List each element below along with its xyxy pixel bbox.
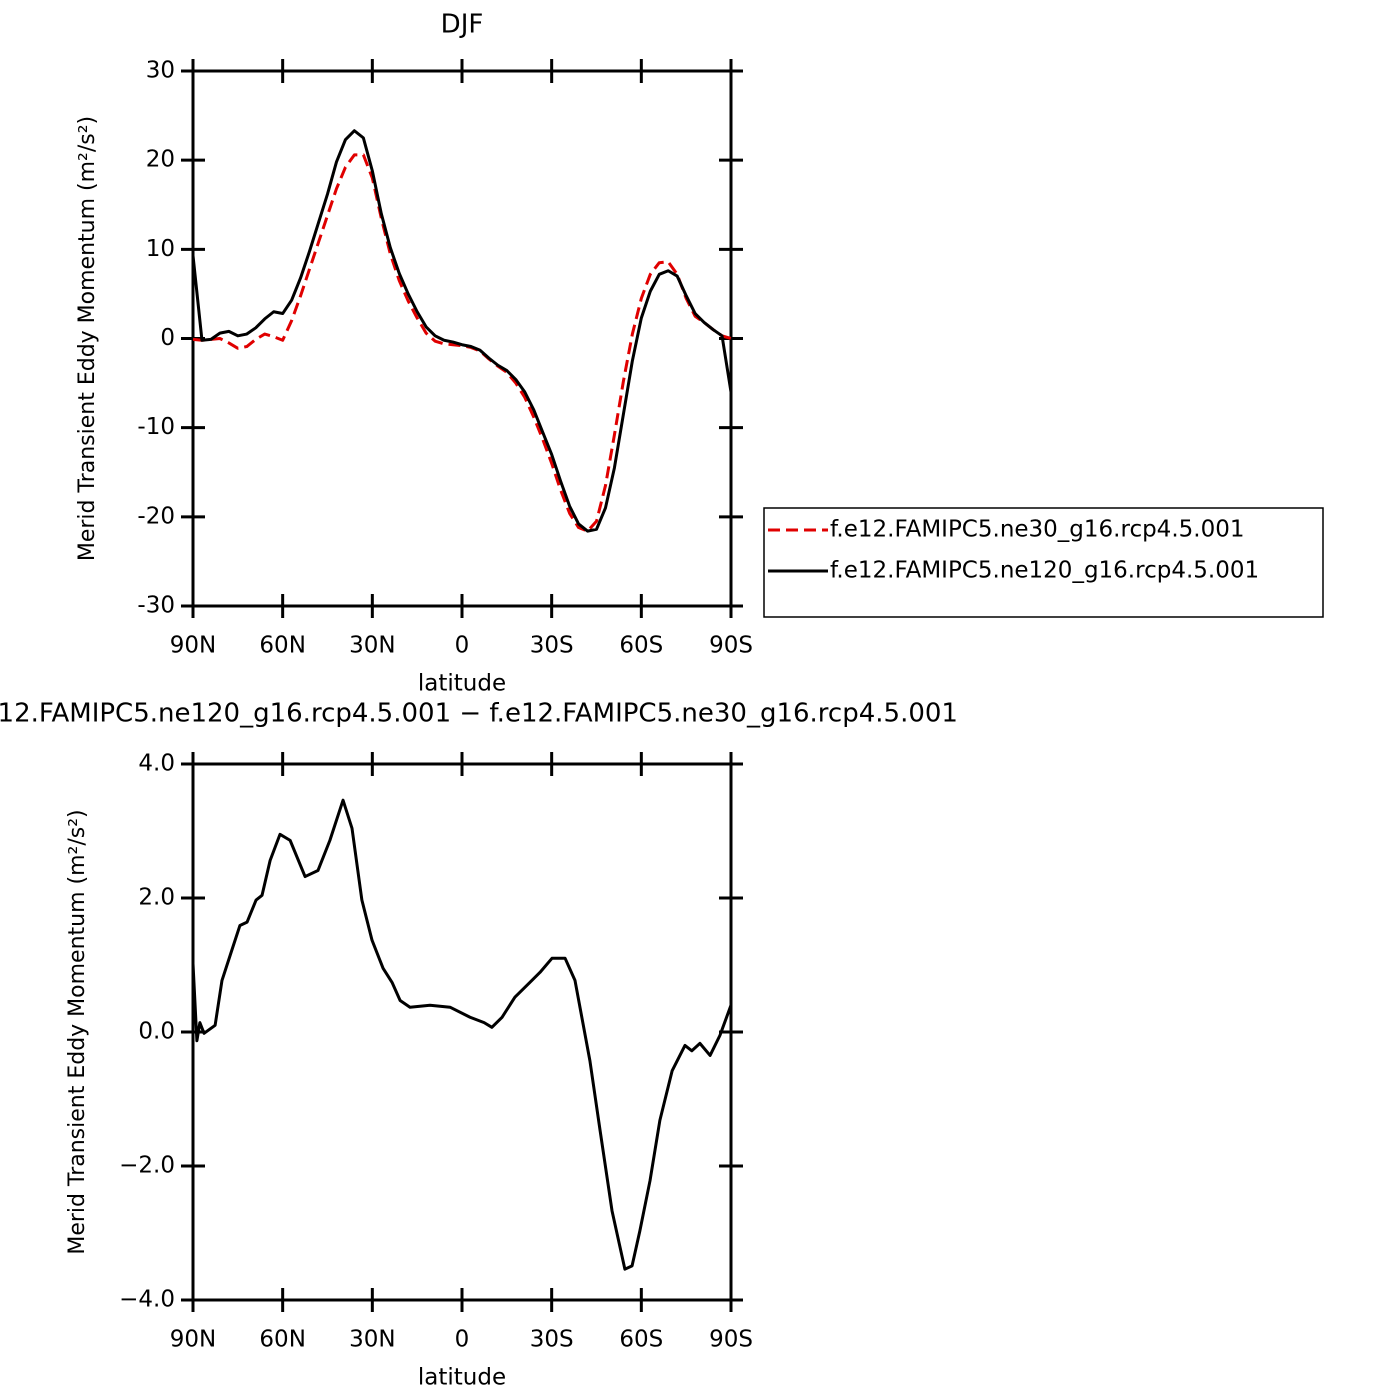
chart-title: DJF <box>441 10 484 40</box>
y-tick-label: −4.0 <box>119 1287 175 1313</box>
x-tick-label: 30S <box>530 633 574 659</box>
x-axis-label: latitude <box>418 1365 506 1391</box>
x-tick-label: 60S <box>619 1327 663 1353</box>
x-tick-label: 60N <box>259 633 305 659</box>
x-tick-label: 90S <box>709 633 753 659</box>
plot-frame <box>191 762 733 1302</box>
data-line <box>191 798 733 1271</box>
data-line <box>192 153 732 533</box>
y-tick-label: -30 <box>137 593 175 619</box>
x-tick-label: 60N <box>259 1327 305 1353</box>
x-tick-label: 60S <box>619 633 663 659</box>
y-axis-label: Merid Transient Eddy Momentum (m²/s²) <box>65 809 90 1254</box>
y-axis-label: Merid Transient Eddy Momentum (m²/s²) <box>75 116 100 561</box>
x-tick-label: 90N <box>170 1327 216 1353</box>
x-tick-label: 30N <box>349 633 395 659</box>
x-tick-label: 90S <box>709 1327 753 1353</box>
x-tick-label: 0 <box>455 1327 470 1353</box>
y-tick-label: -10 <box>137 414 175 440</box>
x-tick-label: 30N <box>349 1327 395 1353</box>
data-line <box>191 129 733 533</box>
y-tick-label: -20 <box>137 503 175 529</box>
legend-label: f.e12.FAMIPC5.ne120_g16.rcp4.5.001 <box>830 558 1259 584</box>
y-tick-label: 20 <box>146 147 175 173</box>
x-tick-label: 30S <box>530 1327 574 1353</box>
y-tick-label: 0.0 <box>138 1019 175 1045</box>
y-tick-label: 10 <box>146 236 175 262</box>
x-tick-label: 90N <box>170 633 216 659</box>
y-tick-label: 2.0 <box>138 885 175 911</box>
legend-box <box>763 507 1324 618</box>
y-tick-label: −2.0 <box>119 1153 175 1179</box>
y-tick-label: 0 <box>160 325 175 351</box>
legend-label: f.e12.FAMIPC5.ne30_g16.rcp4.5.001 <box>830 517 1244 543</box>
y-tick-label: 30 <box>146 58 175 84</box>
y-tick-label: 4.0 <box>138 751 175 777</box>
plot-frame <box>191 69 733 608</box>
chart-title: f.e12.FAMIPC5.ne120_g16.rcp4.5.001 − f.e… <box>0 699 958 729</box>
x-axis-label: latitude <box>418 671 506 697</box>
x-tick-label: 0 <box>455 633 470 659</box>
